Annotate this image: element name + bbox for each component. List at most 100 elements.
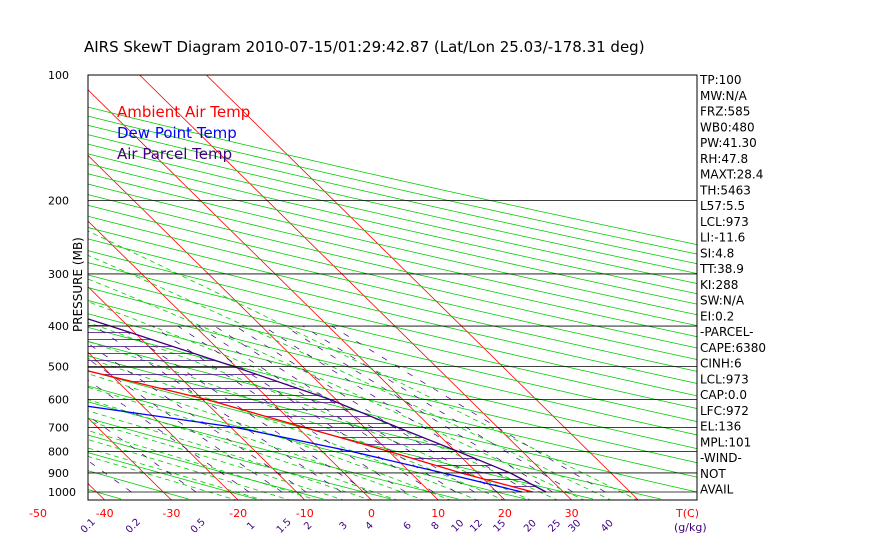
- mixing-ratio-line: [118, 325, 368, 493]
- moist-adiabat-line: [88, 399, 398, 500]
- pressure-tick-label: 300: [48, 268, 69, 281]
- mixing-ratio-tick-label: 8: [430, 520, 442, 532]
- index-entry: SW:N/A: [700, 294, 745, 308]
- pressure-tick-label: 700: [48, 421, 69, 434]
- mixing-ratio-tick-label: 40: [599, 518, 616, 535]
- dry-adiabat-line: [88, 163, 697, 305]
- index-entry: LI:-11.6: [700, 231, 745, 245]
- index-entry: PW:41.30: [700, 136, 757, 150]
- pressure-tick-label: 100: [48, 69, 69, 82]
- isotherm-line: [88, 417, 172, 500]
- moist-adiabat-line: [88, 430, 318, 500]
- bottom-temp-tick-label: 10: [431, 507, 445, 520]
- temp-unit-label: T(C): [675, 507, 699, 520]
- dry-adiabat-line: [88, 238, 697, 384]
- chart-title: AIRS SkewT Diagram 2010-07-15/01:29:42.8…: [84, 38, 645, 56]
- moist-adiabat-line: [88, 358, 479, 500]
- dry-adiabat-line: [88, 204, 697, 349]
- series-line-dew-point-temp: [88, 405, 523, 493]
- mixing-ratio-line: [88, 415, 197, 493]
- index-entry: -PARCEL-: [700, 325, 754, 339]
- mixing-ratio-tick-label: 1: [245, 520, 257, 532]
- dry-adiabat-line: [88, 215, 697, 360]
- dry-adiabat-line: [88, 134, 697, 274]
- mixing-ratio-line: [88, 358, 283, 493]
- mixing-ratio-line: [0, 326, 86, 492]
- mixing-ratio-tick-label: 3: [338, 520, 350, 532]
- mixing-ratio-line: [177, 325, 434, 493]
- dry-adiabat-line: [88, 417, 391, 500]
- pressure-tick-label: 800: [48, 446, 69, 459]
- pressure-tick-label: 500: [48, 360, 69, 373]
- dry-adiabat-line: [88, 313, 697, 464]
- index-entry: EI:0.2: [700, 309, 734, 323]
- mixing-ratio-unit-label: (g/kg): [674, 521, 707, 534]
- dry-adiabat-line: [88, 115, 697, 255]
- mixing-ratio-tick-label: 25: [546, 518, 563, 535]
- dry-adiabat-line: [88, 173, 697, 316]
- index-entry: L57:5.5: [700, 199, 745, 213]
- y-axis-label: PRESSURE (MB): [71, 237, 85, 332]
- mixing-ratio-tick-label: 10: [450, 518, 467, 535]
- pressure-tick-label: 1000: [48, 486, 76, 499]
- mixing-ratio-line: [331, 325, 606, 493]
- index-entry: NOT: [700, 467, 726, 481]
- index-entry: LFC:972: [700, 404, 749, 418]
- bottom-temp-tick-label: 30: [565, 507, 579, 520]
- dry-adiabat-line: [88, 183, 697, 327]
- mixing-ratio-tick-label: 15: [491, 518, 508, 535]
- bottom-temp-tick-label: -40: [96, 507, 114, 520]
- isotherm-line: [206, 75, 639, 500]
- index-entry: CAP:0.0: [700, 388, 747, 402]
- dry-adiabat-line: [88, 194, 697, 338]
- mixing-ratio-tick-label: 6: [402, 520, 414, 532]
- index-entry: LCL:973: [700, 215, 749, 229]
- mixing-ratio-tick-label: 2: [302, 520, 314, 532]
- plot-frame: [87, 74, 698, 501]
- bottom-temp-tick-label: -30: [162, 507, 180, 520]
- index-entry: EL:136: [700, 420, 741, 434]
- isotherm-line: [0, 75, 38, 500]
- moist-adiabat-line: [88, 322, 532, 500]
- index-entry: LCL:973: [700, 372, 749, 386]
- dry-adiabat-line: [88, 106, 697, 246]
- mixing-ratio-tick-label: 4: [364, 520, 376, 532]
- mixing-ratio-tick-label: 0.2: [124, 517, 143, 536]
- dry-adiabat-line: [88, 227, 697, 372]
- index-entry: TP:100: [699, 73, 742, 87]
- dry-adiabat-line: [88, 401, 459, 500]
- pressure-tick-label: 600: [48, 393, 69, 406]
- pressure-tick-label: 400: [48, 320, 69, 333]
- index-entry: CAPE:6380: [700, 341, 766, 355]
- mixing-ratio-tick-label: 30: [567, 518, 584, 535]
- moist-adiabat-line: [88, 447, 265, 500]
- legend-entry: Air Parcel Temp: [117, 145, 232, 163]
- moist-adiabat-line: [88, 230, 639, 500]
- dry-adiabat-line: [88, 355, 661, 500]
- mixing-ratio-tick-label: 0.5: [189, 517, 208, 536]
- dry-adiabat-line: [88, 262, 697, 409]
- index-entry: RH:47.8: [700, 152, 748, 166]
- isotherm-line: [88, 89, 506, 500]
- moist-adiabat-line: [88, 410, 372, 500]
- moist-adiabat-line: [88, 439, 292, 500]
- moist-adiabat-line: [88, 373, 452, 500]
- dry-adiabat-line: [88, 143, 697, 284]
- dry-adiabat-line: [88, 250, 697, 397]
- series-line-air-parcel-temp: [88, 318, 547, 493]
- index-entry: WB0:480: [700, 120, 755, 134]
- isotherm-line: [88, 220, 372, 500]
- pressure-tick-label: 900: [48, 467, 69, 480]
- moist-adiabat-line: [88, 254, 612, 500]
- bottom-temp-tick-label: -50: [29, 507, 47, 520]
- legend-entry: Dew Point Temp: [117, 124, 237, 142]
- dry-adiabat-line: [88, 287, 697, 436]
- dry-adiabat-line: [88, 124, 697, 265]
- bottom-temp-tick-label: -10: [296, 507, 314, 520]
- index-entry: CINH:6: [700, 357, 742, 371]
- mixing-ratio-tick-label: 12: [468, 518, 485, 535]
- isotherm-line: [88, 154, 439, 500]
- index-entry: MW:N/A: [700, 89, 748, 103]
- index-entry: TT:38.9: [699, 262, 744, 276]
